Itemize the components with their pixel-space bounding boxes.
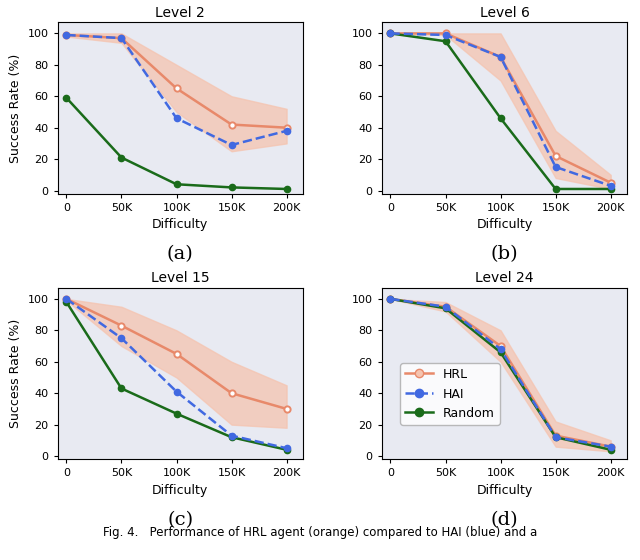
X-axis label: Difficulty: Difficulty: [152, 218, 209, 231]
Text: (c): (c): [167, 511, 193, 529]
Legend: HRL, HAI, Random: HRL, HAI, Random: [400, 363, 500, 425]
Title: Level 6: Level 6: [479, 6, 529, 20]
Y-axis label: Success Rate (%): Success Rate (%): [9, 53, 22, 162]
X-axis label: Difficulty: Difficulty: [152, 484, 209, 497]
Title: Level 2: Level 2: [156, 6, 205, 20]
Text: Fig. 4.   Performance of HRL agent (orange) compared to HAI (blue) and a: Fig. 4. Performance of HRL agent (orange…: [103, 526, 537, 539]
Y-axis label: Success Rate (%): Success Rate (%): [9, 319, 22, 428]
X-axis label: Difficulty: Difficulty: [476, 484, 532, 497]
Title: Level 15: Level 15: [151, 272, 210, 286]
Text: (a): (a): [167, 245, 194, 263]
Text: (b): (b): [491, 245, 518, 263]
Text: (d): (d): [491, 511, 518, 529]
X-axis label: Difficulty: Difficulty: [476, 218, 532, 231]
Title: Level 24: Level 24: [475, 272, 534, 286]
